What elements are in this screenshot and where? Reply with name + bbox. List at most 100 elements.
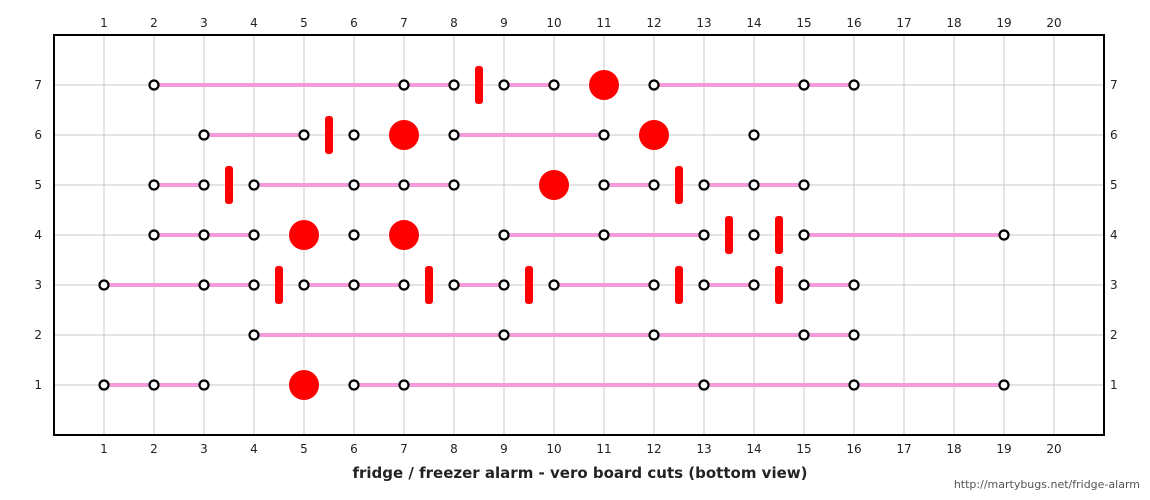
pad-r7-c15 [798, 79, 810, 91]
y-tick-labels-left: 1 2 3 4 5 6 7 [34, 78, 42, 392]
pad-r5-c15 [798, 179, 810, 191]
x-tick-bottom-3: 3 [200, 442, 208, 456]
pad-r6-c14 [748, 129, 760, 141]
x-tick-top-2: 2 [150, 16, 158, 30]
pad-r1-c1 [98, 379, 110, 391]
pad-r3-c10 [548, 279, 560, 291]
y-tick-left-6: 6 [34, 128, 42, 142]
hole-cut-r4-c5 [289, 220, 319, 250]
hole-cut-r7-c11 [589, 70, 619, 100]
pad-r4-c3 [198, 229, 210, 241]
y-tick-right-4: 4 [1110, 228, 1118, 242]
gap-cut-r4-c13.5 [725, 216, 733, 254]
pad-r3-c5 [298, 279, 310, 291]
pad-r5-c7 [398, 179, 410, 191]
pad-r3-c4 [248, 279, 260, 291]
pad-r4-c9 [498, 229, 510, 241]
gap-cut-r4-c14.5 [775, 216, 783, 254]
x-tick-bottom-19: 19 [996, 442, 1011, 456]
pad-r1-c13 [698, 379, 710, 391]
gap-cut-r3-c12.5 [675, 266, 683, 304]
hole-cuts [289, 70, 669, 400]
hole-cut-r6-c7 [389, 120, 419, 150]
pad-r3-c8 [448, 279, 460, 291]
x-tick-top-14: 14 [746, 16, 761, 30]
pad-r7-c10 [548, 79, 560, 91]
x-tick-bottom-15: 15 [796, 442, 811, 456]
pad-r1-c6 [348, 379, 360, 391]
pad-r3-c15 [798, 279, 810, 291]
y-tick-labels-right: 1 2 3 4 5 6 7 [1110, 78, 1118, 392]
gap-cut-r3-c7.5 [425, 266, 433, 304]
y-tick-right-2: 2 [1110, 328, 1118, 342]
pad-r3-c3 [198, 279, 210, 291]
x-tick-top-17: 17 [896, 16, 911, 30]
pad-r3-c14 [748, 279, 760, 291]
pad-r5-c14 [748, 179, 760, 191]
x-tick-bottom-14: 14 [746, 442, 761, 456]
pad-r7-c2 [148, 79, 160, 91]
x-tick-bottom-11: 11 [596, 442, 611, 456]
pad-r1-c3 [198, 379, 210, 391]
pad-r1-c16 [848, 379, 860, 391]
x-tick-bottom-18: 18 [946, 442, 961, 456]
pad-r3-c1 [98, 279, 110, 291]
pad-r3-c7 [398, 279, 410, 291]
y-tick-left-2: 2 [34, 328, 42, 342]
pad-r5-c11 [598, 179, 610, 191]
pad-r2-c4 [248, 329, 260, 341]
pad-r2-c9 [498, 329, 510, 341]
pad-r5-c8 [448, 179, 460, 191]
x-tick-top-5: 5 [300, 16, 308, 30]
pad-r6-c5 [298, 129, 310, 141]
y-tick-right-3: 3 [1110, 278, 1118, 292]
gap-cut-r7-c8.5 [475, 66, 483, 104]
y-tick-right-6: 6 [1110, 128, 1118, 142]
x-tick-top-3: 3 [200, 16, 208, 30]
x-tick-top-10: 10 [546, 16, 561, 30]
x-tick-bottom-13: 13 [696, 442, 711, 456]
x-tick-top-6: 6 [350, 16, 358, 30]
hole-cut-r5-c10 [539, 170, 569, 200]
x-tick-bottom-10: 10 [546, 442, 561, 456]
pad-r4-c11 [598, 229, 610, 241]
x-tick-top-4: 4 [250, 16, 258, 30]
pad-r3-c12 [648, 279, 660, 291]
pad-r2-c16 [848, 329, 860, 341]
pad-r4-c14 [748, 229, 760, 241]
x-tick-top-13: 13 [696, 16, 711, 30]
x-tick-bottom-2: 2 [150, 442, 158, 456]
x-tick-bottom-17: 17 [896, 442, 911, 456]
y-tick-left-1: 1 [34, 378, 42, 392]
pad-r2-c15 [798, 329, 810, 341]
y-tick-right-5: 5 [1110, 178, 1118, 192]
pad-r5-c3 [198, 179, 210, 191]
pad-r5-c2 [148, 179, 160, 191]
x-tick-bottom-4: 4 [250, 442, 258, 456]
component-pads [98, 79, 1010, 391]
x-tick-top-8: 8 [450, 16, 458, 30]
x-tick-bottom-9: 9 [500, 442, 508, 456]
pad-r4-c15 [798, 229, 810, 241]
board-frame [53, 34, 1105, 436]
x-tick-labels-top: 1 2 3 4 5 6 7 8 9 10 11 12 13 14 15 16 17 18 19 20 [100, 16, 1061, 30]
x-tick-bottom-6: 6 [350, 442, 358, 456]
pad-r7-c7 [398, 79, 410, 91]
gap-cut-r5-c3.5 [225, 166, 233, 204]
pad-r3-c6 [348, 279, 360, 291]
gap-cut-r6-c5.5 [325, 116, 333, 154]
pad-r1-c7 [398, 379, 410, 391]
pad-r7-c9 [498, 79, 510, 91]
x-tick-bottom-20: 20 [1046, 442, 1061, 456]
x-tick-top-7: 7 [400, 16, 408, 30]
y-tick-left-4: 4 [34, 228, 42, 242]
y-tick-left-3: 3 [34, 278, 42, 292]
x-tick-bottom-8: 8 [450, 442, 458, 456]
x-tick-bottom-12: 12 [646, 442, 661, 456]
x-tick-top-20: 20 [1046, 16, 1061, 30]
gap-cuts [225, 66, 783, 304]
pad-r7-c8 [448, 79, 460, 91]
pad-r6-c11 [598, 129, 610, 141]
pad-r3-c13 [698, 279, 710, 291]
